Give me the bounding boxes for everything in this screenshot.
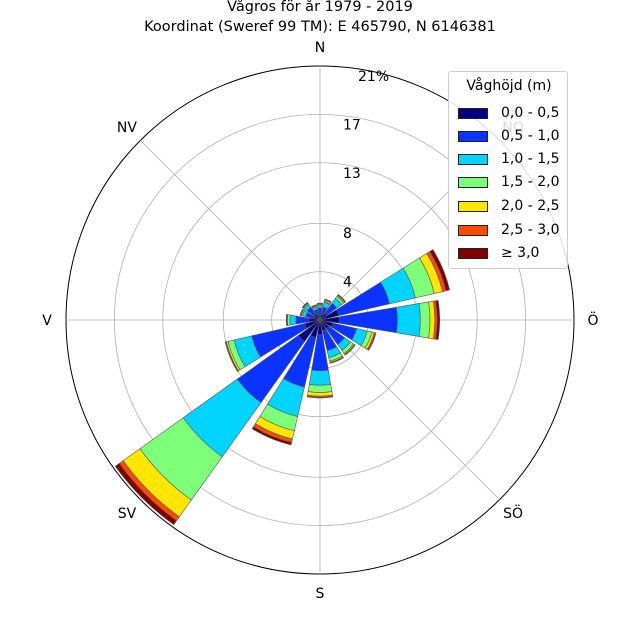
legend-title: Våghöjd (m) <box>466 78 552 94</box>
radial-tick-label: 8 <box>343 226 352 242</box>
rose-bar-SSO <box>329 357 344 364</box>
rose-bar-NNV <box>311 304 317 308</box>
rose-bar-SV <box>114 463 177 526</box>
direction-label-S: S <box>316 586 325 602</box>
chart-subtitle: Koordinat (Sweref 99 TM): E 465790, N 61… <box>144 19 496 35</box>
legend-swatch <box>458 200 488 212</box>
rose-bar-SÖ <box>344 344 356 356</box>
direction-label-N: N <box>315 40 325 56</box>
legend-swatch <box>458 176 488 188</box>
legend-item-0: 0,0 - 0,5 <box>458 105 559 121</box>
rose-bar-VSV <box>224 341 239 372</box>
rose-bar-OSO <box>367 332 377 351</box>
legend-label: 0,0 - 0,5 <box>501 105 560 121</box>
rose-bar-SSV <box>251 426 292 446</box>
radial-tick-label: 17 <box>343 117 361 133</box>
legend-label: 1,5 - 2,0 <box>501 174 560 190</box>
rose-bar-S <box>308 369 332 386</box>
rose-bar-NO <box>337 293 347 303</box>
rose-bar-Ö <box>418 301 431 339</box>
radial-tick-label: 21% <box>358 69 389 85</box>
legend-swatch <box>458 224 488 236</box>
legend-swatch <box>458 247 488 259</box>
rose-bar-NNO <box>324 298 332 303</box>
legend-label: ≥ 3,0 <box>501 245 540 261</box>
legend-swatch <box>458 153 488 165</box>
legend-label: 2,5 - 3,0 <box>501 222 560 238</box>
legend-item-1: 0,5 - 1,0 <box>458 128 559 144</box>
direction-label-Ö: Ö <box>587 311 598 329</box>
legend-item-6: ≥ 3,0 <box>458 245 539 261</box>
rose-bar-V <box>285 314 288 326</box>
legend-swatch <box>458 130 488 142</box>
legend-item-2: 1,0 - 1,5 <box>458 151 559 167</box>
rose-bar-NV <box>301 301 308 308</box>
radial-tick-label: 13 <box>343 166 361 182</box>
rose-bar-Ö <box>396 303 421 337</box>
direction-label-V: V <box>42 313 52 329</box>
rose-bar-V <box>289 314 297 326</box>
legend-item-3: 1,5 - 2,0 <box>458 174 559 190</box>
grid-spoke <box>140 140 321 321</box>
direction-label-SV: SV <box>118 506 137 522</box>
legend-item-5: 2,5 - 3,0 <box>458 222 559 238</box>
rose-bar-S <box>307 384 333 393</box>
legend: Våghöjd (m) 0,0 - 0,5 0,5 - 1,0 1,0 - 1,… <box>448 71 568 269</box>
legend-label: 0,5 - 1,0 <box>501 128 560 144</box>
radial-tick-label: 4 <box>343 275 352 291</box>
rose-bar-Ö <box>435 299 440 341</box>
chart-title: Vågros för år 1979 - 2019 <box>227 0 413 15</box>
legend-label: 1,0 - 1,5 <box>501 151 560 167</box>
rose-bars <box>114 249 450 526</box>
direction-label-NV: NV <box>117 120 137 136</box>
legend-label: 2,0 - 2,5 <box>501 198 560 214</box>
rose-bar-ONO <box>429 249 450 292</box>
rose-bar-VNV <box>299 308 304 316</box>
rose-bar-S <box>306 396 334 399</box>
legend-swatch <box>458 107 488 119</box>
direction-label-SÖ: SÖ <box>503 504 523 522</box>
legend-item-4: 2,0 - 2,5 <box>458 198 559 214</box>
